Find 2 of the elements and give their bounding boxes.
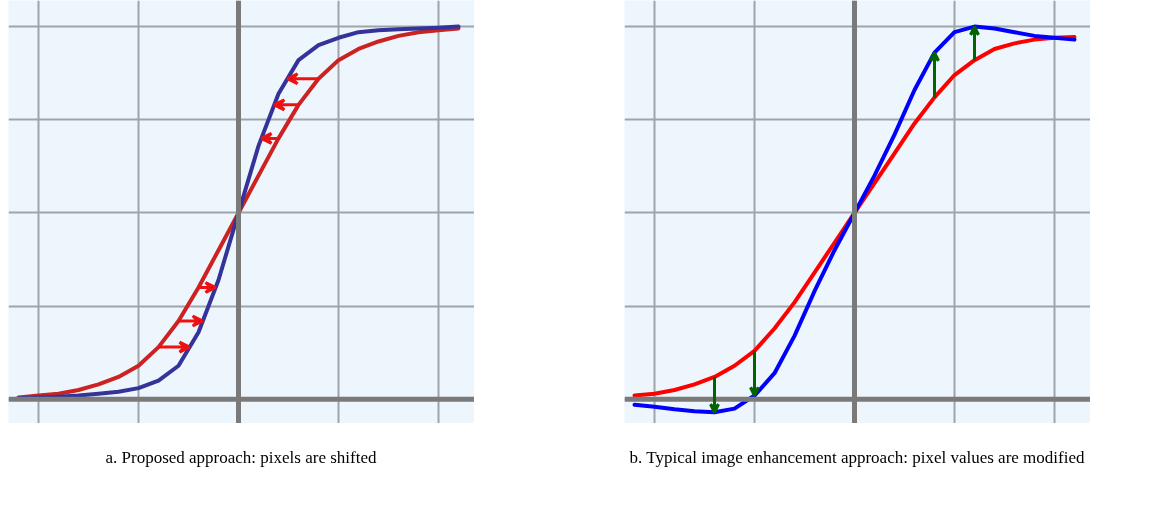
text: b. Typical image enhancement approach: pixel values are modified: [628, 447, 1086, 469]
text: a. Proposed approach: pixels are shifted: [104, 447, 378, 469]
